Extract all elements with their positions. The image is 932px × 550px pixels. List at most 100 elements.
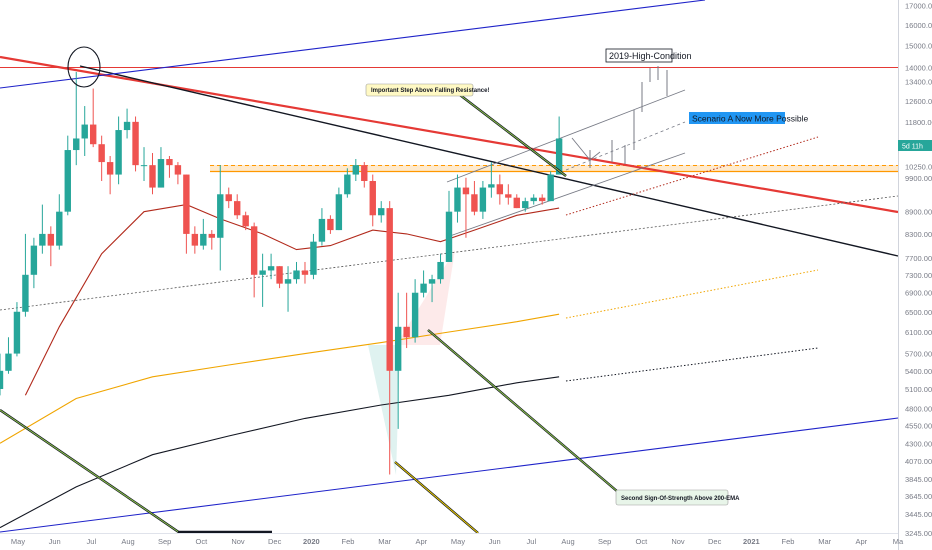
falling-resistance-black — [79, 65, 899, 257]
candle-body-7 — [56, 211, 63, 246]
callout-left-inner — [0, 409, 181, 534]
price-tick-3: 14000.00 — [905, 63, 932, 72]
candle-body-44 — [369, 180, 376, 216]
candle-32 — [267, 253, 275, 280]
candle-body-35 — [293, 270, 300, 280]
candle-17 — [140, 147, 148, 181]
lower-channel-blue — [0, 417, 899, 533]
candle-47 — [394, 292, 402, 429]
candle-30 — [250, 222, 258, 298]
fill-layer — [210, 165, 898, 475]
candle-2 — [13, 302, 21, 357]
callout-ema-inner — [427, 329, 619, 493]
price-tick-5: 12600.00 — [905, 97, 932, 106]
time-tick-6: Nov — [231, 537, 245, 546]
candle-55 — [462, 177, 470, 238]
candle-body-36 — [301, 270, 309, 275]
candle-body-13 — [106, 162, 114, 175]
candle-body-62 — [522, 201, 529, 209]
time-tick-9: Feb — [342, 537, 355, 546]
time-tick-23: Apr — [855, 537, 867, 546]
candle-body-23 — [191, 233, 199, 246]
price-axis[interactable]: 17000.00 16000.00 15000.00 14000.00 13400.00… — [905, 2, 932, 538]
channel-bottom — [446, 152, 686, 238]
candle-18 — [149, 153, 156, 195]
candle-38 — [318, 208, 326, 246]
candle-body-56 — [471, 194, 478, 212]
candle-body-25 — [208, 233, 215, 238]
candle-49 — [411, 279, 419, 343]
candle-0 — [0, 353, 4, 396]
candle-body-27 — [225, 194, 232, 202]
price-tick-9: 8900.00 — [905, 208, 932, 217]
time-tick-20: 2021 — [743, 537, 760, 546]
candle-body-53 — [445, 211, 453, 262]
price-tick-13: 6900.00 — [905, 289, 932, 298]
series-line-ema-200-orange — [0, 313, 560, 444]
candle-5 — [39, 204, 46, 254]
candle-3 — [22, 233, 29, 317]
candle-body-63 — [530, 197, 537, 202]
upper-channel-blue — [0, 0, 706, 89]
channel-top — [446, 89, 686, 183]
price-tick-21: 4300.00 — [905, 439, 932, 448]
candle-body-40 — [335, 194, 343, 231]
candle-10 — [81, 106, 88, 157]
time-tick-24: Ma — [893, 537, 904, 546]
candle-body-34 — [284, 279, 292, 284]
candle-65 — [547, 171, 554, 202]
annotation-falling-resistance-label: Important Step Above Falling Resistance! — [371, 88, 489, 94]
time-tick-2: Jul — [87, 537, 97, 546]
candle-body-0 — [0, 370, 4, 390]
candle-13 — [106, 156, 114, 195]
annotation-200-ema: Second Sign-Of-Strength Above 200-EMA — [615, 489, 740, 506]
candle-6 — [47, 226, 55, 267]
price-tick-0: 17000.00 — [905, 2, 932, 11]
candle-36 — [301, 261, 309, 284]
time-tick-15: Aug — [561, 537, 574, 546]
candle-body-55 — [462, 187, 470, 195]
candle-body-52 — [437, 261, 444, 280]
candle-body-21 — [174, 165, 182, 175]
candle-body-38 — [318, 218, 326, 242]
callout-bottom-inner — [394, 461, 479, 534]
candle-body-10 — [81, 124, 88, 139]
price-tick-23: 3845.00 — [905, 475, 932, 484]
candle-9 — [73, 71, 80, 166]
candle-16 — [132, 116, 139, 172]
time-tick-12: May — [451, 537, 465, 546]
time-tick-3: Aug — [121, 537, 134, 546]
candle-64 — [538, 194, 546, 205]
time-tick-5: Oct — [195, 537, 208, 546]
annotation-scenario-a-label: Scenario A Now More Possible — [692, 114, 808, 124]
candle-body-59 — [496, 184, 504, 195]
candle-layer — [0, 71, 563, 475]
price-tick-19: 4800.00 — [905, 404, 932, 413]
time-tick-18: Nov — [671, 537, 685, 546]
time-axis[interactable]: May Jun Jul Aug Sep Oct Nov Dec 2020 Feb Mar Apr May… — [11, 537, 904, 546]
candle-body-22 — [183, 174, 190, 234]
candle-8 — [64, 135, 71, 216]
price-tick-20: 4550.00 — [905, 421, 932, 430]
candle-body-37 — [310, 241, 317, 275]
candle-4 — [30, 237, 38, 289]
last-price-badge: 5d 11h — [898, 140, 932, 151]
candle-body-47 — [394, 326, 402, 371]
price-tick-15: 6100.00 — [905, 328, 932, 337]
price-tick-22: 4070.00 — [905, 457, 932, 466]
candle-body-32 — [267, 266, 275, 271]
candle-body-1 — [5, 353, 12, 371]
candle-body-15 — [123, 121, 131, 131]
candle-body-46 — [386, 208, 393, 371]
last-price-badge-label: 5d 11h — [902, 144, 923, 151]
candle-body-50 — [420, 283, 427, 293]
candle-26 — [217, 165, 224, 271]
candle-62 — [522, 197, 529, 212]
candle-23 — [191, 226, 199, 254]
candle-14 — [115, 116, 122, 185]
candle-body-66 — [555, 138, 563, 175]
resistance-zone — [210, 165, 898, 172]
candle-56 — [471, 180, 478, 216]
candle-body-19 — [157, 159, 165, 188]
